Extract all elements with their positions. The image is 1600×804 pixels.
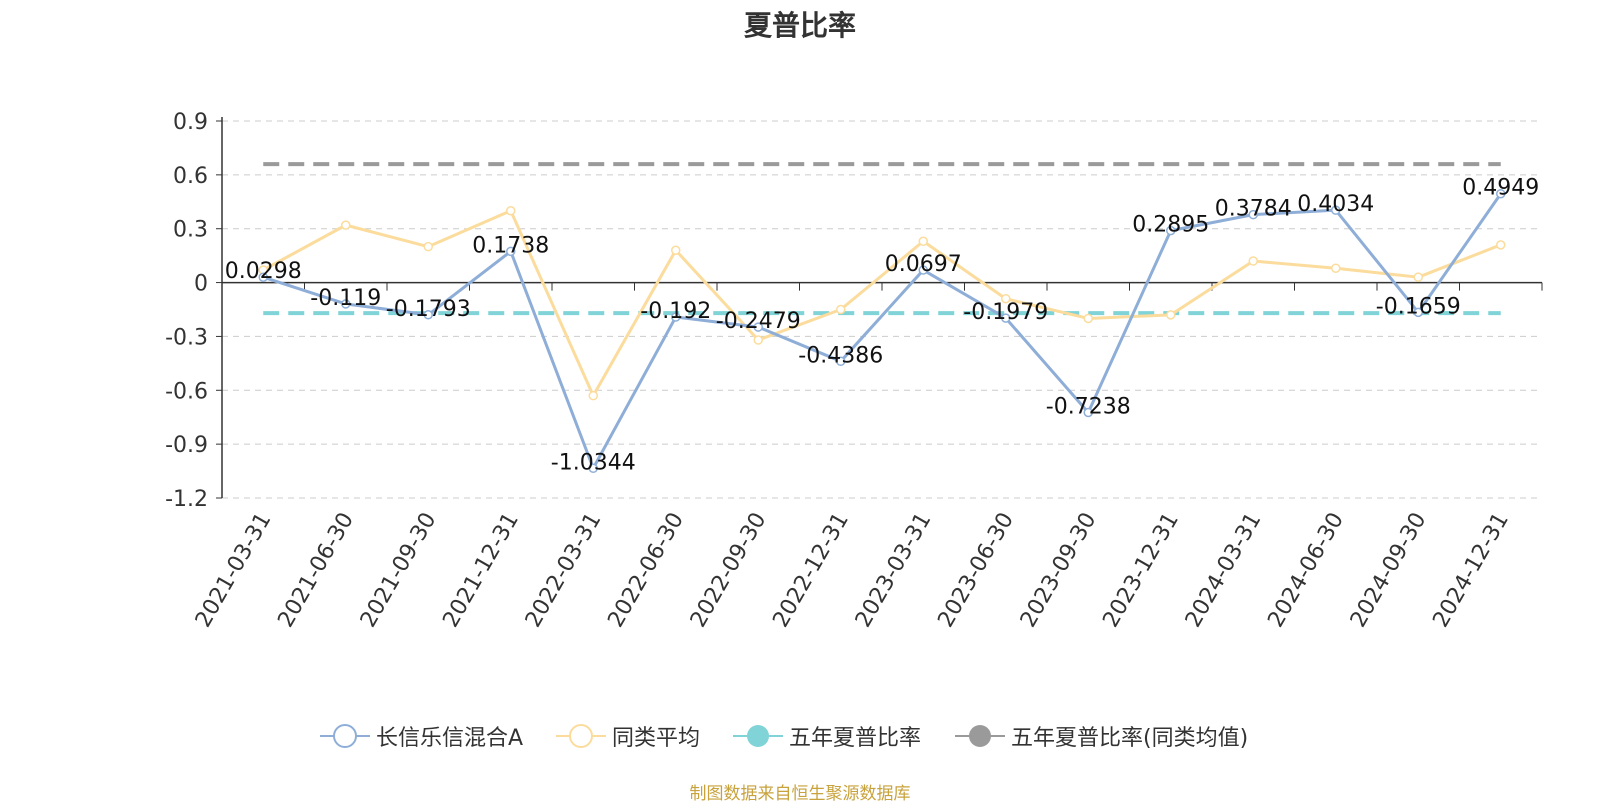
x-tick-label: 2023-09-30	[1016, 509, 1102, 632]
x-tick-label: 2023-06-30	[933, 509, 1019, 632]
legend-marker-circle-icon	[556, 724, 606, 748]
legend-label: 同类平均	[612, 726, 701, 751]
legend-marker-circle-icon	[320, 724, 370, 748]
data-label: -0.2479	[716, 309, 801, 334]
legend-item-series-3[interactable]: 五年夏普比率(同类均值)	[955, 720, 1248, 752]
legend-marker-dot-icon	[955, 725, 1005, 747]
peer-average-point	[423, 241, 433, 252]
peer-average-point	[1166, 310, 1176, 320]
fund-series-line	[262, 192, 1502, 470]
fund-series-point	[258, 272, 268, 282]
fund-series-point	[753, 322, 763, 332]
x-tick-label: 2022-12-31	[768, 509, 854, 632]
peer-average-point	[1413, 272, 1423, 282]
x-tick-label: 2021-09-30	[356, 509, 442, 632]
peer-average-point	[918, 236, 928, 247]
legend-label: 长信乐信混合A	[376, 726, 524, 751]
data-label: -0.7238	[1046, 395, 1131, 420]
x-tick-label: 2022-03-31	[521, 509, 607, 632]
fund-series-point	[341, 299, 351, 309]
x-tick-label: 2024-06-30	[1263, 509, 1349, 632]
fund-series-point	[423, 310, 433, 320]
source-note: 制图数据来自恒生聚源数据库	[689, 784, 911, 804]
data-label: -0.1979	[963, 300, 1048, 325]
peer-average-point	[1083, 313, 1093, 324]
data-label: -0.119	[310, 286, 381, 311]
peer-average-point	[753, 335, 763, 345]
x-tick-label: 2024-12-31	[1428, 509, 1514, 632]
fund-series-point	[836, 356, 846, 367]
y-tick-label: -1.2	[165, 487, 208, 512]
x-tick-label: 2024-03-31	[1181, 509, 1267, 632]
legend-label: 五年夏普比率	[789, 726, 922, 751]
legend-item-series-0[interactable]: 长信乐信混合A	[320, 720, 523, 752]
y-tick-label: 0.6	[173, 164, 208, 189]
fund-series-point	[588, 463, 598, 474]
x-tick-label: 2022-06-30	[603, 509, 689, 632]
peer-average-point	[836, 304, 846, 315]
data-label: 0.0697	[885, 252, 962, 277]
peer-average-line	[262, 209, 1502, 398]
legend-item-series-1[interactable]: 同类平均	[556, 720, 700, 752]
peer-average-point	[506, 206, 516, 216]
peer-average-point	[1001, 293, 1011, 304]
legend-item-series-2[interactable]: 五年夏普比率	[733, 720, 921, 752]
data-label: -1.0344	[551, 450, 636, 475]
peer-average-point	[671, 245, 681, 256]
peer-average-point	[341, 220, 351, 230]
fund-series-point	[1083, 407, 1093, 418]
data-label: -0.192	[640, 299, 711, 324]
peer-average-point	[1331, 263, 1341, 273]
fund-series-point	[506, 246, 516, 257]
x-tick-label: 2024-09-30	[1346, 509, 1432, 632]
x-tick-label: 2022-09-30	[686, 509, 772, 632]
y-tick-label: 0.3	[173, 218, 208, 243]
legend-label: 五年夏普比率(同类均值)	[1011, 726, 1249, 751]
data-label: -0.1659	[1376, 294, 1461, 319]
data-label: -0.4386	[798, 343, 883, 368]
data-label: 0.4949	[1462, 176, 1539, 201]
fund-series-point	[1331, 205, 1341, 215]
x-tick-label: 2023-12-31	[1098, 509, 1184, 632]
chart-title: 夏普比率	[743, 9, 856, 42]
y-tick-label: -0.6	[165, 379, 208, 404]
fund-series-point	[1496, 188, 1506, 199]
data-label: 0.0298	[225, 259, 302, 284]
x-tick-label: 2021-06-30	[273, 509, 359, 632]
data-label: 0.1738	[472, 233, 549, 258]
fund-series-point	[1001, 313, 1011, 323]
y-tick-label: 0	[194, 272, 208, 297]
legend-marker-dot-icon	[733, 725, 783, 747]
peer-average-point	[588, 390, 598, 401]
data-label: 0.4034	[1297, 192, 1374, 217]
chart-legend: 长信乐信混合A 同类平均 五年夏普比率 五年夏普比率(同类均值)	[0, 720, 1600, 760]
data-label: 0.2895	[1132, 213, 1209, 238]
y-tick-label: 0.9	[173, 110, 208, 135]
y-tick-label: -0.9	[165, 433, 208, 458]
peer-average-point	[1248, 256, 1258, 266]
fund-series-point	[1248, 209, 1258, 220]
data-label: -0.1793	[386, 297, 471, 322]
fund-series-point	[1413, 307, 1423, 318]
data-label: 0.3784	[1215, 197, 1292, 222]
y-tick-label: -0.3	[165, 325, 208, 350]
x-tick-label: 2021-03-31	[191, 509, 277, 632]
fund-series-point	[671, 312, 681, 322]
x-tick-label: 2021-12-31	[438, 509, 524, 632]
fund-series-point	[918, 265, 928, 275]
x-tick-label: 2023-03-31	[851, 509, 937, 632]
fund-series-point	[1166, 225, 1176, 236]
peer-average-point	[1496, 240, 1506, 250]
